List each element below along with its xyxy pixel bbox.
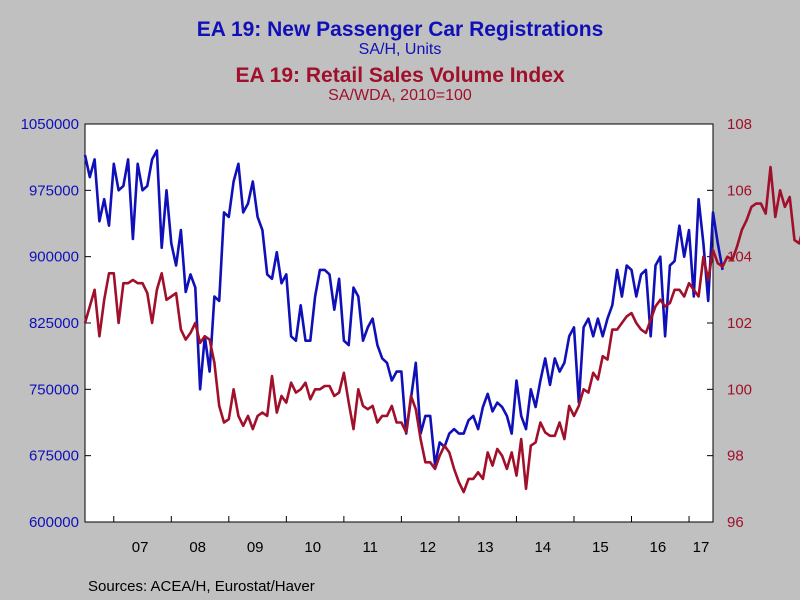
y-left-tick-label: 600000	[29, 514, 79, 531]
y-right-tick-label: 96	[727, 514, 744, 531]
series-line-retail-sales	[83, 165, 800, 494]
chart-subtitle-2: SA/WDA, 2010=100	[328, 87, 472, 104]
x-tick-label: 16	[650, 539, 667, 556]
x-tick-label: 15	[592, 539, 609, 556]
x-tick-label: 09	[247, 539, 264, 556]
plot-area	[84, 123, 714, 523]
y-left-tick-label: 900000	[29, 249, 79, 266]
y-right-tick-label: 98	[727, 448, 744, 465]
x-tick-label: 11	[362, 539, 378, 556]
chart-title: EA 19: New Passenger Car Registrations	[196, 18, 604, 41]
y-right-tick-label: 106	[727, 182, 752, 199]
y-left-tick-label: 675000	[29, 448, 79, 465]
x-tick-label: 17	[693, 539, 710, 556]
x-tick-label: 14	[534, 539, 551, 556]
source-note: Sources: ACEA/H, Eurostat/Haver	[88, 578, 315, 595]
y-right-tick-label: 102	[727, 315, 752, 332]
series-line-car-registrations	[83, 149, 724, 466]
x-tick-label: 13	[477, 539, 494, 556]
chart-subtitle: SA/H, Units	[358, 41, 442, 58]
x-tick-label: 12	[419, 539, 436, 556]
x-tick-label: 07	[132, 539, 149, 556]
y-left-tick-label: 975000	[29, 182, 79, 199]
y-left-tick-label: 750000	[29, 381, 79, 398]
y-left-tick-label: 825000	[29, 315, 79, 332]
y-right-tick-label: 104	[727, 249, 752, 266]
chart-title-2: EA 19: Retail Sales Volume Index	[235, 64, 565, 87]
x-tick-label: 10	[304, 539, 321, 556]
y-right-tick-label: 100	[727, 381, 752, 398]
y-right-tick-label: 108	[727, 116, 752, 133]
x-tick-label: 08	[189, 539, 206, 556]
y-left-tick-label: 1050000	[21, 116, 79, 133]
